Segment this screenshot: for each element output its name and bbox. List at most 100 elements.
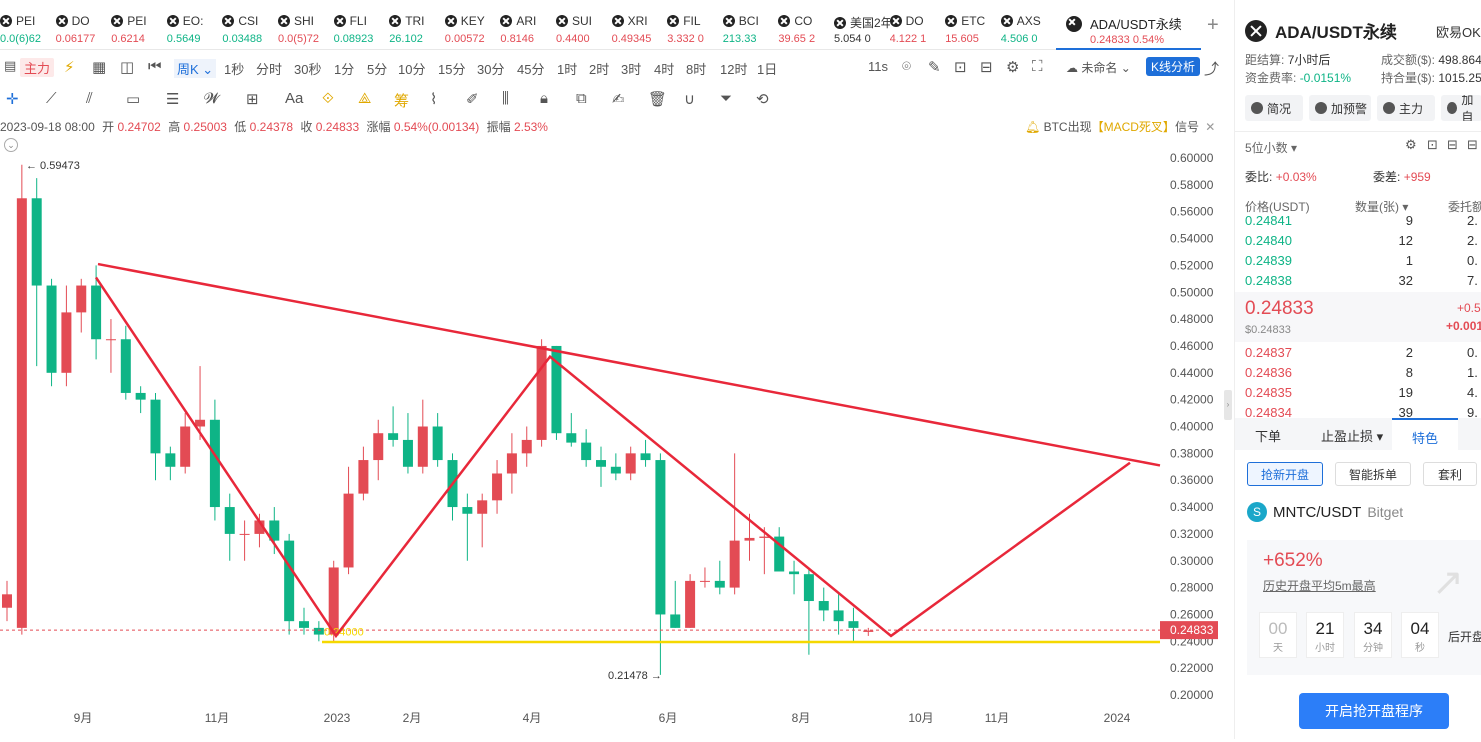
close-icon[interactable]: ✕ xyxy=(1205,120,1216,134)
interval-option[interactable]: 1日 xyxy=(757,62,778,77)
main-force-panel-button[interactable]: 主力 xyxy=(1377,95,1435,121)
overview-button[interactable]: 简况 xyxy=(1245,95,1303,121)
main-force-button[interactable]: 主力 xyxy=(20,58,55,77)
trash-icon[interactable]: 🗑︎ xyxy=(648,91,668,108)
add-tab-icon[interactable]: + xyxy=(1207,14,1219,36)
brush-icon[interactable]: ✐ xyxy=(466,91,479,108)
crosshair-icon[interactable]: ✛ xyxy=(6,91,19,108)
interval-option[interactable]: 10分 xyxy=(398,62,426,77)
interval-option[interactable]: 15分 xyxy=(438,62,466,77)
ruler-icon[interactable]: ⌇ xyxy=(430,91,438,108)
ticker-item[interactable]: PEI 0.0(6)62 xyxy=(0,0,56,49)
interval-option[interactable]: 8时 xyxy=(686,62,707,77)
orderbook-row[interactable]: 0.24841 9 2. xyxy=(1245,213,1478,233)
settings-icon[interactable]: ⚙ xyxy=(1006,59,1020,76)
reset-icon[interactable]: ⟲ xyxy=(756,91,769,108)
interval-option[interactable]: 30分 xyxy=(477,62,505,77)
ticker-item[interactable]: PEI 0.6214 xyxy=(111,0,167,49)
chart-type-icon[interactable]: ▤ xyxy=(4,58,17,73)
col-qty-header[interactable]: 数量(张) ▾ xyxy=(1355,200,1409,214)
interval-option[interactable]: 1时 xyxy=(557,62,578,77)
crop-icon[interactable]: ⊡ xyxy=(1427,137,1438,152)
lightning-icon[interactable]: ⚡ xyxy=(64,59,75,76)
layout-icon[interactable]: ◫ xyxy=(120,59,135,76)
interval-selected[interactable]: 周K ⌄ xyxy=(174,59,217,78)
crop-icon[interactable]: ⊡ xyxy=(954,59,967,76)
orderbook-row[interactable]: 0.24839 1 0. xyxy=(1245,253,1478,273)
orderbook-row[interactable]: 0.24834 39 9. xyxy=(1245,405,1478,425)
layout-name-select[interactable]: ☁ 未命名 ⌄ xyxy=(1066,61,1131,75)
fib-icon[interactable]: ⟁ xyxy=(358,90,372,107)
share-icon[interactable]: ⤴ xyxy=(1204,61,1220,78)
template-icon[interactable]: ⊟ xyxy=(980,59,993,76)
interval-option[interactable]: 1秒 xyxy=(224,62,245,77)
tab-special[interactable]: 特色 xyxy=(1392,418,1458,450)
ticker-item[interactable]: CSI 0.03488 xyxy=(222,0,278,49)
ticker-item[interactable]: DO 4.122 1 xyxy=(889,0,946,49)
sidebar-collapse-handle[interactable]: › xyxy=(1224,390,1232,420)
interval-option[interactable]: 分时 xyxy=(256,62,283,77)
layout-toggle2-icon[interactable]: ⊟ xyxy=(1467,137,1478,152)
trendline-icon[interactable]: ⟋ xyxy=(46,90,57,107)
ticker-item[interactable]: DO 0.06177 xyxy=(55,0,112,49)
interval-option[interactable]: 3时 xyxy=(621,62,642,77)
ticker-item[interactable]: SUI 0.4400 xyxy=(556,0,612,49)
magnet-icon[interactable]: ∪ xyxy=(684,91,695,108)
candle-tool-icon[interactable]: ⫼ xyxy=(502,90,509,107)
text-tool-icon[interactable]: Aa xyxy=(285,90,304,107)
pill-smart-split[interactable]: 智能拆单 xyxy=(1335,462,1411,486)
ticker-item[interactable]: AXS 4.506 0 xyxy=(1000,0,1056,49)
ticker-item[interactable]: ETC 15.605 xyxy=(945,0,1001,49)
gear-icon[interactable]: ⚙ xyxy=(1405,137,1417,152)
pencil-icon[interactable]: ✎ xyxy=(928,59,941,76)
camera-icon[interactable]: ⌾ xyxy=(902,58,912,75)
rewind-icon[interactable]: ⏮ xyxy=(148,58,162,75)
orderbook-row[interactable]: 0.24838 32 7. xyxy=(1245,273,1478,293)
add-alert-button[interactable]: 加预警 xyxy=(1309,95,1371,121)
interval-option[interactable]: 5分 xyxy=(367,62,388,77)
tab-order[interactable]: 下单 xyxy=(1255,429,1282,444)
pill-new-listing[interactable]: 抢新开盘 xyxy=(1247,462,1323,486)
ticker-item[interactable]: ARI 0.8146 xyxy=(500,0,556,49)
interval-option[interactable]: 45分 xyxy=(517,62,545,77)
calendar-icon[interactable]: ▦ xyxy=(92,59,107,76)
gann-icon[interactable]: 筹 xyxy=(394,93,410,110)
ticker-item[interactable]: BCI 213.33 xyxy=(722,0,779,49)
parallel-channel-icon[interactable]: ⫽ xyxy=(86,90,93,107)
copy-icon[interactable]: ⧉ xyxy=(576,90,587,107)
ticker-item[interactable]: KEY 0.00572 xyxy=(444,0,501,49)
pill-arbitrage[interactable]: 套利 xyxy=(1423,462,1477,486)
ticker-item[interactable]: FIL 3.332 0 xyxy=(667,0,723,49)
ticker-item[interactable]: EO: 0.5649 xyxy=(166,0,223,49)
add-watch-button[interactable]: 加自 xyxy=(1441,95,1481,121)
kline-chart[interactable]: 0.60000 0.58000 0.56000 0.54000 0.52000 0.500… xyxy=(0,130,1228,739)
collapse-icon[interactable]: ⌄ xyxy=(4,138,18,152)
orderbook-row[interactable]: 0.24837 2 0. xyxy=(1245,345,1478,365)
orderbook-row[interactable]: 0.24835 19 4. xyxy=(1245,385,1478,405)
layout-toggle-icon[interactable]: ⊟ xyxy=(1447,137,1458,152)
fullscreen-icon[interactable]: ⛶ xyxy=(1032,58,1043,75)
exchange-name[interactable]: 欧易OK xyxy=(1436,25,1481,40)
filter-icon[interactable]: ⏷ xyxy=(720,90,733,107)
rectangle-icon[interactable]: ▭ xyxy=(126,91,141,108)
ticker-item[interactable]: CO 39.65 2 xyxy=(778,0,834,49)
tab-active-ada[interactable]: ADA/USDT永续 0.24833 0.54% xyxy=(1056,0,1201,50)
macd-alert[interactable]: 🔔︎ BTC出现【MACD死叉】信号 ✕ xyxy=(1025,118,1215,135)
interval-option[interactable]: 4时 xyxy=(654,62,675,77)
start-sniper-button[interactable]: 开启抢开盘程序 xyxy=(1299,693,1449,729)
ticker-item[interactable]: SHI 0.0(5)72 xyxy=(278,0,334,49)
ticker-item[interactable]: 美国2年 5.054 0 xyxy=(834,0,890,49)
interval-option[interactable]: 1分 xyxy=(334,62,355,77)
orderbook-row[interactable]: 0.24836 8 1. xyxy=(1245,365,1478,385)
pattern-icon[interactable]: ⟐ xyxy=(322,90,334,107)
measure-icon[interactable]: ⊞ xyxy=(246,91,259,108)
ticker-item[interactable]: FLI 0.08923 xyxy=(333,0,390,49)
kline-analysis-button[interactable]: K线分析 xyxy=(1146,57,1201,76)
ticker-item[interactable]: TRI 26.102 xyxy=(389,0,445,49)
lock-icon[interactable]: 🔒︎ xyxy=(540,90,548,107)
interval-option[interactable]: 2时 xyxy=(589,62,610,77)
orderbook-row[interactable]: 0.24840 12 2. xyxy=(1245,233,1478,253)
wave-icon[interactable]: 𝓦 xyxy=(204,90,220,107)
interval-option[interactable]: 30秒 xyxy=(294,62,322,77)
edit-doc-icon[interactable]: ✍ xyxy=(612,91,625,108)
